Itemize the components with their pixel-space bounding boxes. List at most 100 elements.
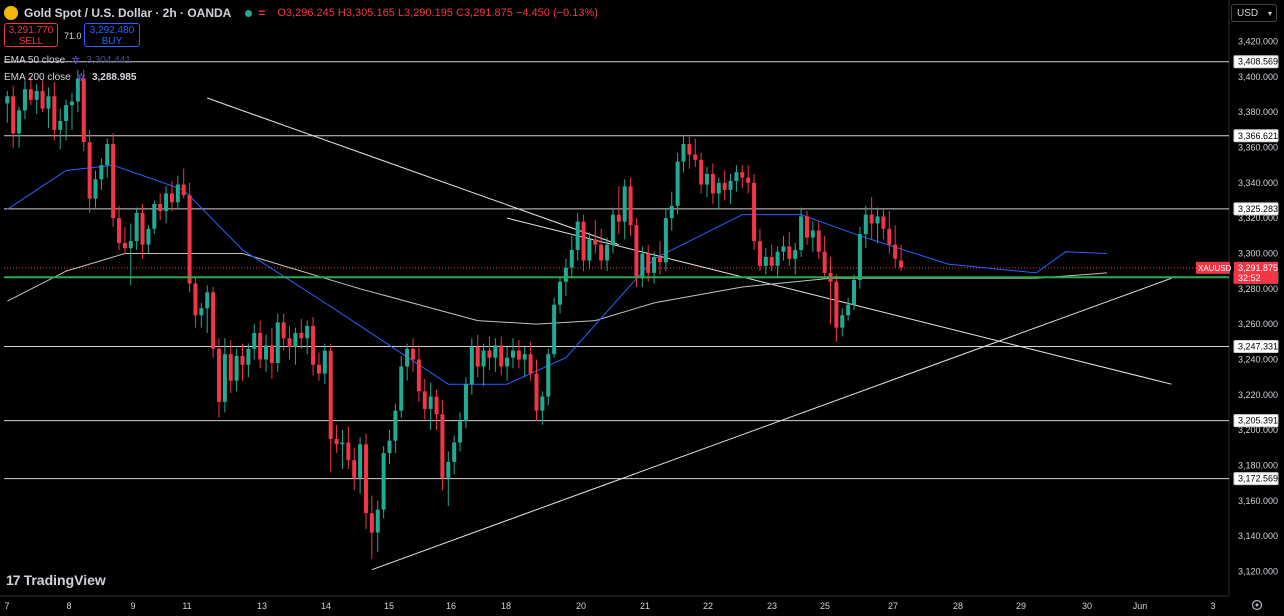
time-tick-label: 30 [1082,601,1092,611]
buy-button[interactable]: 3,292.480 BUY [84,23,140,47]
candle-up [681,135,686,173]
time-tick-label: 28 [953,601,963,611]
candle-body [610,214,615,245]
candle-body [793,249,798,259]
candle-down [440,400,445,491]
candle-body [757,241,762,266]
candle-body [363,444,368,514]
candle-up [305,320,310,355]
candle-body [152,204,157,229]
candle-body [634,225,639,279]
candle-down [516,340,521,369]
candle-body [428,396,433,409]
sell-price: 3,291.770 [8,25,54,36]
candle-down [281,313,286,351]
price-tick-label: 3,240.000 [1238,354,1278,364]
candle-down [169,181,174,212]
horizontal-levels[interactable] [4,61,1229,480]
candle-up [640,246,645,288]
candle-up [222,338,227,413]
candle-body [164,193,169,212]
candle-body [328,350,333,439]
candle-down [769,244,774,272]
candle-up [446,451,451,507]
sell-label: SELL [18,36,44,47]
candle-down [81,69,86,152]
candle-body [187,195,192,284]
candle-down [316,352,321,381]
countdown-text: 32:52 [1238,273,1261,283]
candle-down [181,168,186,199]
candle-body [552,304,557,355]
candle-body [293,332,298,348]
candle-body [128,241,133,249]
candle-up [340,430,345,469]
candle-body [199,308,204,316]
candle-down [111,133,116,227]
price-axis[interactable]: 3,120.000 3,140.000 3,160.000 3,180.000 3,20… [1238,37,1278,577]
candle-body [875,216,880,224]
candle-body [58,120,63,130]
candle-down [269,327,274,379]
candle-up [146,225,151,254]
candle-down [258,320,263,369]
candle-body [264,345,269,360]
trendlines[interactable] [207,97,1172,571]
candle-body [716,182,721,194]
candle-down [87,129,92,213]
candle-down [334,424,339,454]
time-tick-label: Jun [1133,601,1148,611]
ema200-legend[interactable]: EMA 200 close ✲ 3,288.985 [4,71,136,84]
candle-up [716,177,721,210]
candle-up [199,302,204,328]
candle-body [646,253,651,273]
candle-down [352,447,357,491]
candle-up [493,338,498,372]
candle-body [887,228,892,245]
settings-gear-icon[interactable]: ✲ [76,72,86,84]
candle-up [846,297,851,321]
candle-body [505,357,510,367]
time-tick-label: 13 [257,601,267,611]
time-tick-label: 7 [4,601,9,611]
currency-selector[interactable]: USD ▾ [1231,4,1277,22]
time-tick-label: 29 [1016,601,1026,611]
candle-up [128,223,133,286]
candle-down [52,82,57,141]
settings-gear-icon[interactable]: ✲ [71,55,81,67]
price-tick-label: 3,140.000 [1238,531,1278,541]
candle-up [546,348,551,406]
sell-button[interactable]: 3,291.770 SELL [4,23,58,47]
candle-body [734,172,739,182]
candle-body [622,186,627,222]
candle-body [752,182,757,242]
candle-down [228,340,233,394]
candle-up [540,391,545,425]
time-axis[interactable]: 7 8 9 11 13 14 15 16 18 20 21 22 23 25 27 28 29 30 Jun 3 [4,601,1215,611]
candle-body [534,373,539,411]
candle-down [787,232,792,266]
candle-body [722,182,727,190]
time-tick-label: 27 [888,601,898,611]
candle-body [499,345,504,367]
candle-body [510,350,515,358]
candle-body [599,244,604,261]
symbol-title[interactable]: Gold Spot / U.S. Dollar · 2h · OANDA [24,6,232,20]
candle-down [311,317,316,376]
candlesticks[interactable] [5,69,904,560]
chart-settings-icon[interactable] [1251,599,1263,611]
high-value: H3,305.165 [337,7,395,19]
chart-header: Gold Spot / U.S. Dollar · 2h · OANDA = O… [4,4,598,22]
candle-up [234,348,239,392]
level-price-tag: 3,366.621 [1233,129,1279,143]
ema50-legend[interactable]: EMA 50 close ✲ 3,304.441 [4,54,131,67]
price-tick-label: 3,420.000 [1238,37,1278,47]
candle-body [775,251,780,266]
candle-up [587,232,592,270]
candle-body [769,257,774,266]
candle-body [17,110,22,134]
candle-body [181,184,186,196]
candle-down [804,211,809,245]
candle-up [46,87,51,129]
